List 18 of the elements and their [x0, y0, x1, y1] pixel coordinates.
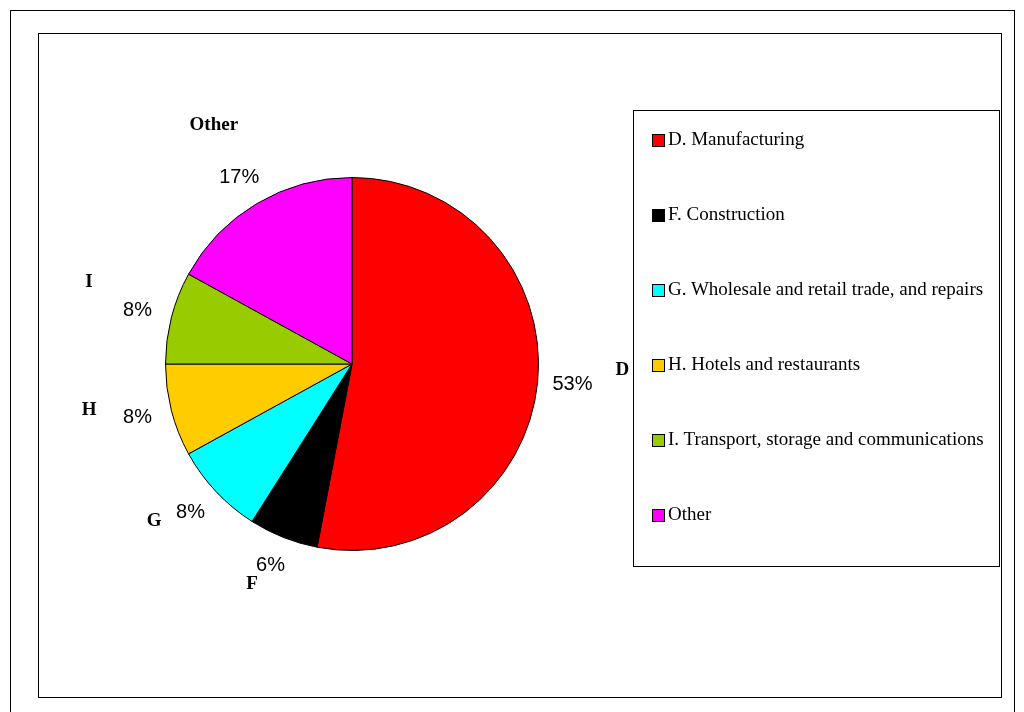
- text: I: [85, 270, 93, 292]
- legend-label: Other: [668, 502, 712, 526]
- legend-label: I. Transport, storage and communications: [668, 427, 984, 451]
- legend-label: H. Hotels and restaurants: [668, 352, 861, 376]
- text: D: [615, 358, 630, 380]
- slice-label: Other: [189, 113, 239, 135]
- data-label: 53%: [552, 371, 593, 394]
- text: H: [81, 397, 97, 419]
- data-label: 6%: [256, 552, 286, 575]
- text: G: [146, 509, 162, 531]
- data-label: 8%: [176, 499, 206, 522]
- data-label: 8%: [123, 405, 153, 428]
- data-label: 8%: [123, 297, 153, 320]
- text: F: [246, 572, 258, 594]
- legend-label: G. Wholesale and retail trade, and repairs: [668, 277, 984, 301]
- legend-label: F. Construction: [668, 202, 785, 226]
- legend-label: D. Manufacturing: [668, 127, 805, 151]
- data-label: 17%: [219, 165, 260, 188]
